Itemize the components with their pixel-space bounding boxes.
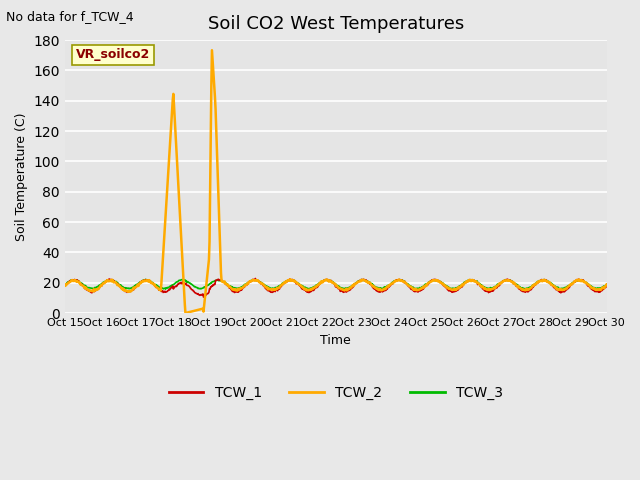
Title: Soil CO2 West Temperatures: Soil CO2 West Temperatures [207,15,464,33]
Y-axis label: Soil Temperature (C): Soil Temperature (C) [15,112,28,241]
X-axis label: Time: Time [321,334,351,347]
Text: VR_soilco2: VR_soilco2 [76,48,150,61]
Text: No data for f_TCW_4: No data for f_TCW_4 [6,10,134,23]
Legend: TCW_1, TCW_2, TCW_3: TCW_1, TCW_2, TCW_3 [163,380,508,405]
